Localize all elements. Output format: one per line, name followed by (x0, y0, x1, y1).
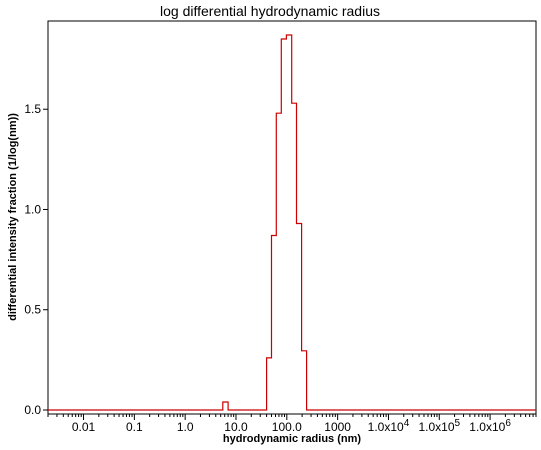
x-tick-label: 0.1 (126, 420, 143, 434)
y-tick-label: 0.5 (24, 303, 41, 317)
x-tick-label: 1000 (324, 420, 351, 434)
x-tick-label: 1.0x105 (418, 418, 460, 434)
x-axis: 0.01 0.1 1.0 10.0 100.0 1000 1.0x104 1.0x105 1.0… (47, 414, 537, 434)
y-tick-label: 0.0 (24, 403, 41, 417)
x-tick-label: 100.0 (272, 420, 302, 434)
x-tick-exponent: 5 (455, 418, 461, 429)
y-axis-label: differential intensity fraction (1/log(n… (7, 113, 19, 321)
x-tick-label: 1.0x104 (368, 418, 410, 434)
plot-area (48, 34, 536, 411)
x-tick-label: 0.01 (72, 420, 96, 434)
plot-frame (47, 20, 537, 415)
y-tick-label: 1.5 (24, 102, 41, 116)
x-tick-label: 10.0 (224, 420, 248, 434)
x-tick-exponent: 6 (505, 418, 511, 429)
y-axis: 0.0 0.5 1.0 1.5 (24, 102, 48, 417)
x-tick-exponent: 4 (404, 418, 410, 429)
x-tick-label: 1.0x106 (469, 418, 511, 434)
chart-title: log differential hydrodynamic radius (160, 3, 380, 19)
x-axis-label: hydrodynamic radius (nm) (223, 433, 361, 445)
series-line (48, 34, 536, 411)
x-tick-label: 1.0 (177, 420, 194, 434)
y-tick-label: 1.0 (24, 202, 41, 216)
